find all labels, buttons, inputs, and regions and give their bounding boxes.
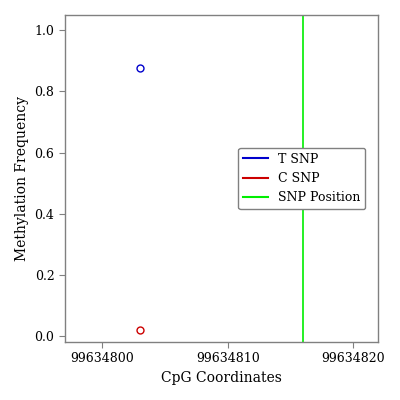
X-axis label: CpG Coordinates: CpG Coordinates — [161, 371, 282, 385]
Y-axis label: Methylation Frequency: Methylation Frequency — [15, 96, 29, 261]
Legend: T SNP, C SNP, SNP Position: T SNP, C SNP, SNP Position — [238, 148, 366, 209]
